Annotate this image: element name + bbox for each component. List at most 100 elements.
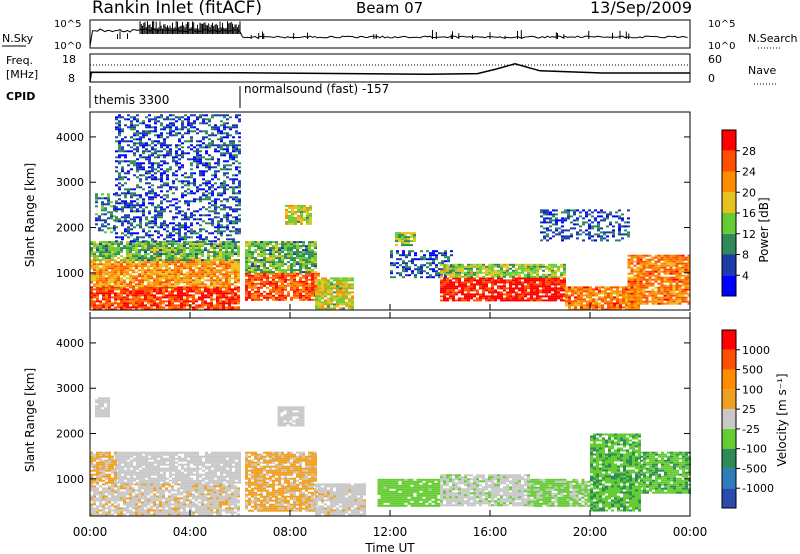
- heatmap-cell: [222, 251, 225, 254]
- heatmap-cell: [205, 130, 208, 133]
- heatmap-cell: [141, 286, 144, 289]
- heatmap-cell: [90, 273, 93, 276]
- heatmap-cell: [512, 263, 515, 266]
- heatmap-cell: [235, 124, 238, 127]
- heatmap-cell: [226, 132, 229, 135]
- heatmap-cell: [142, 230, 145, 233]
- heatmap-cell: [327, 281, 330, 284]
- heatmap-cell: [168, 285, 171, 288]
- heatmap-cell: [147, 261, 150, 264]
- heatmap-cell: [563, 265, 566, 268]
- heatmap-cell: [102, 288, 105, 291]
- heatmap-cell: [217, 222, 220, 225]
- heatmap-cell: [93, 251, 96, 254]
- heatmap-cell: [138, 294, 141, 297]
- heatmap-cell: [205, 158, 208, 161]
- heatmap-cell: [124, 118, 127, 121]
- heatmap-cell: [217, 228, 220, 231]
- heatmap-cell: [506, 263, 509, 266]
- heatmap-cell: [333, 291, 336, 294]
- heatmap-cell: [272, 276, 275, 279]
- heatmap-cell: [314, 253, 317, 256]
- heatmap-cell: [142, 188, 145, 191]
- heatmap-cell: [205, 152, 208, 155]
- heatmap-cell: [198, 249, 201, 252]
- heatmap-cell: [560, 289, 563, 292]
- heatmap-cell: [220, 136, 223, 139]
- heatmap-cell: [211, 210, 214, 213]
- heatmap-cell: [108, 285, 111, 288]
- heatmap-cell: [211, 222, 214, 225]
- heatmap-cell: [157, 186, 160, 189]
- heatmap-cell: [260, 292, 263, 295]
- heatmap-cell: [120, 281, 123, 284]
- heatmap-cell: [190, 148, 193, 151]
- heatmap-cell: [144, 279, 147, 282]
- heatmap-cell: [420, 268, 423, 271]
- heatmap-cell: [275, 263, 278, 266]
- heatmap-cell: [284, 288, 287, 291]
- heatmap-cell: [299, 253, 302, 256]
- heatmap-cell: [208, 202, 211, 205]
- heatmap-cell: [183, 245, 186, 248]
- heatmap-cell: [111, 304, 114, 307]
- heatmap-cell: [546, 209, 549, 212]
- heatmap-cell: [175, 156, 178, 159]
- heatmap-cell: [549, 229, 552, 232]
- heatmap-cell: [99, 277, 102, 280]
- heatmap-cell: [254, 267, 257, 270]
- heatmap-cell: [153, 286, 156, 289]
- heatmap-cell: [201, 265, 204, 268]
- heatmap-cell: [494, 283, 497, 286]
- heatmap-cell: [557, 297, 560, 300]
- heatmap-cell: [198, 290, 201, 293]
- heatmap-cell: [600, 219, 603, 222]
- heatmap-cell: [248, 290, 251, 293]
- heatmap-cell: [121, 208, 124, 211]
- heatmap-cell: [180, 304, 183, 307]
- heatmap-cell: [542, 287, 545, 290]
- heatmap-cell: [153, 251, 156, 254]
- heatmap-cell: [503, 285, 506, 288]
- heatmap-cell: [175, 202, 178, 205]
- heatmap-cell: [181, 218, 184, 221]
- heatmap-cell: [168, 306, 171, 309]
- heatmap-cell: [214, 150, 217, 153]
- heatmap-cell: [211, 126, 214, 129]
- heatmap-cell: [245, 249, 248, 252]
- heatmap-cell: [214, 148, 217, 151]
- heatmap-cell: [160, 208, 163, 211]
- heatmap-cell: [184, 238, 187, 241]
- heatmap-cell: [225, 273, 228, 276]
- heatmap-cell: [156, 298, 159, 301]
- heatmap-cell: [181, 116, 184, 119]
- heatmap-cell: [219, 286, 222, 289]
- heatmap-cell: [577, 294, 580, 297]
- heatmap-cell: [548, 273, 551, 276]
- heatmap-cell: [177, 259, 180, 262]
- heatmap-cell: [231, 283, 234, 286]
- heatmap-cell: [302, 282, 305, 285]
- heatmap-cell: [618, 217, 621, 220]
- heatmap-cell: [506, 279, 509, 282]
- heatmap-cell: [90, 247, 93, 250]
- heatmap-cell: [231, 263, 234, 266]
- heatmap-cell: [139, 180, 142, 183]
- heatmap-cell: [113, 225, 116, 228]
- heatmap-cell: [311, 263, 314, 266]
- heatmap-cell: [127, 188, 130, 191]
- heatmap-cell: [184, 132, 187, 135]
- heatmap-cell: [129, 243, 132, 246]
- heatmap-cell: [110, 201, 113, 204]
- heatmap-cell: [199, 236, 202, 239]
- heatmap-cell: [187, 180, 190, 183]
- heatmap-cell: [213, 281, 216, 284]
- heatmap-cell: [235, 204, 238, 207]
- heatmap-cell: [299, 276, 302, 279]
- heatmap-cell: [207, 251, 210, 254]
- heatmap-cell: [287, 294, 290, 297]
- heatmap-cell: [606, 239, 609, 242]
- heatmap-cell: [515, 271, 518, 274]
- heatmap-cell: [202, 136, 205, 139]
- heatmap-cell: [156, 241, 159, 244]
